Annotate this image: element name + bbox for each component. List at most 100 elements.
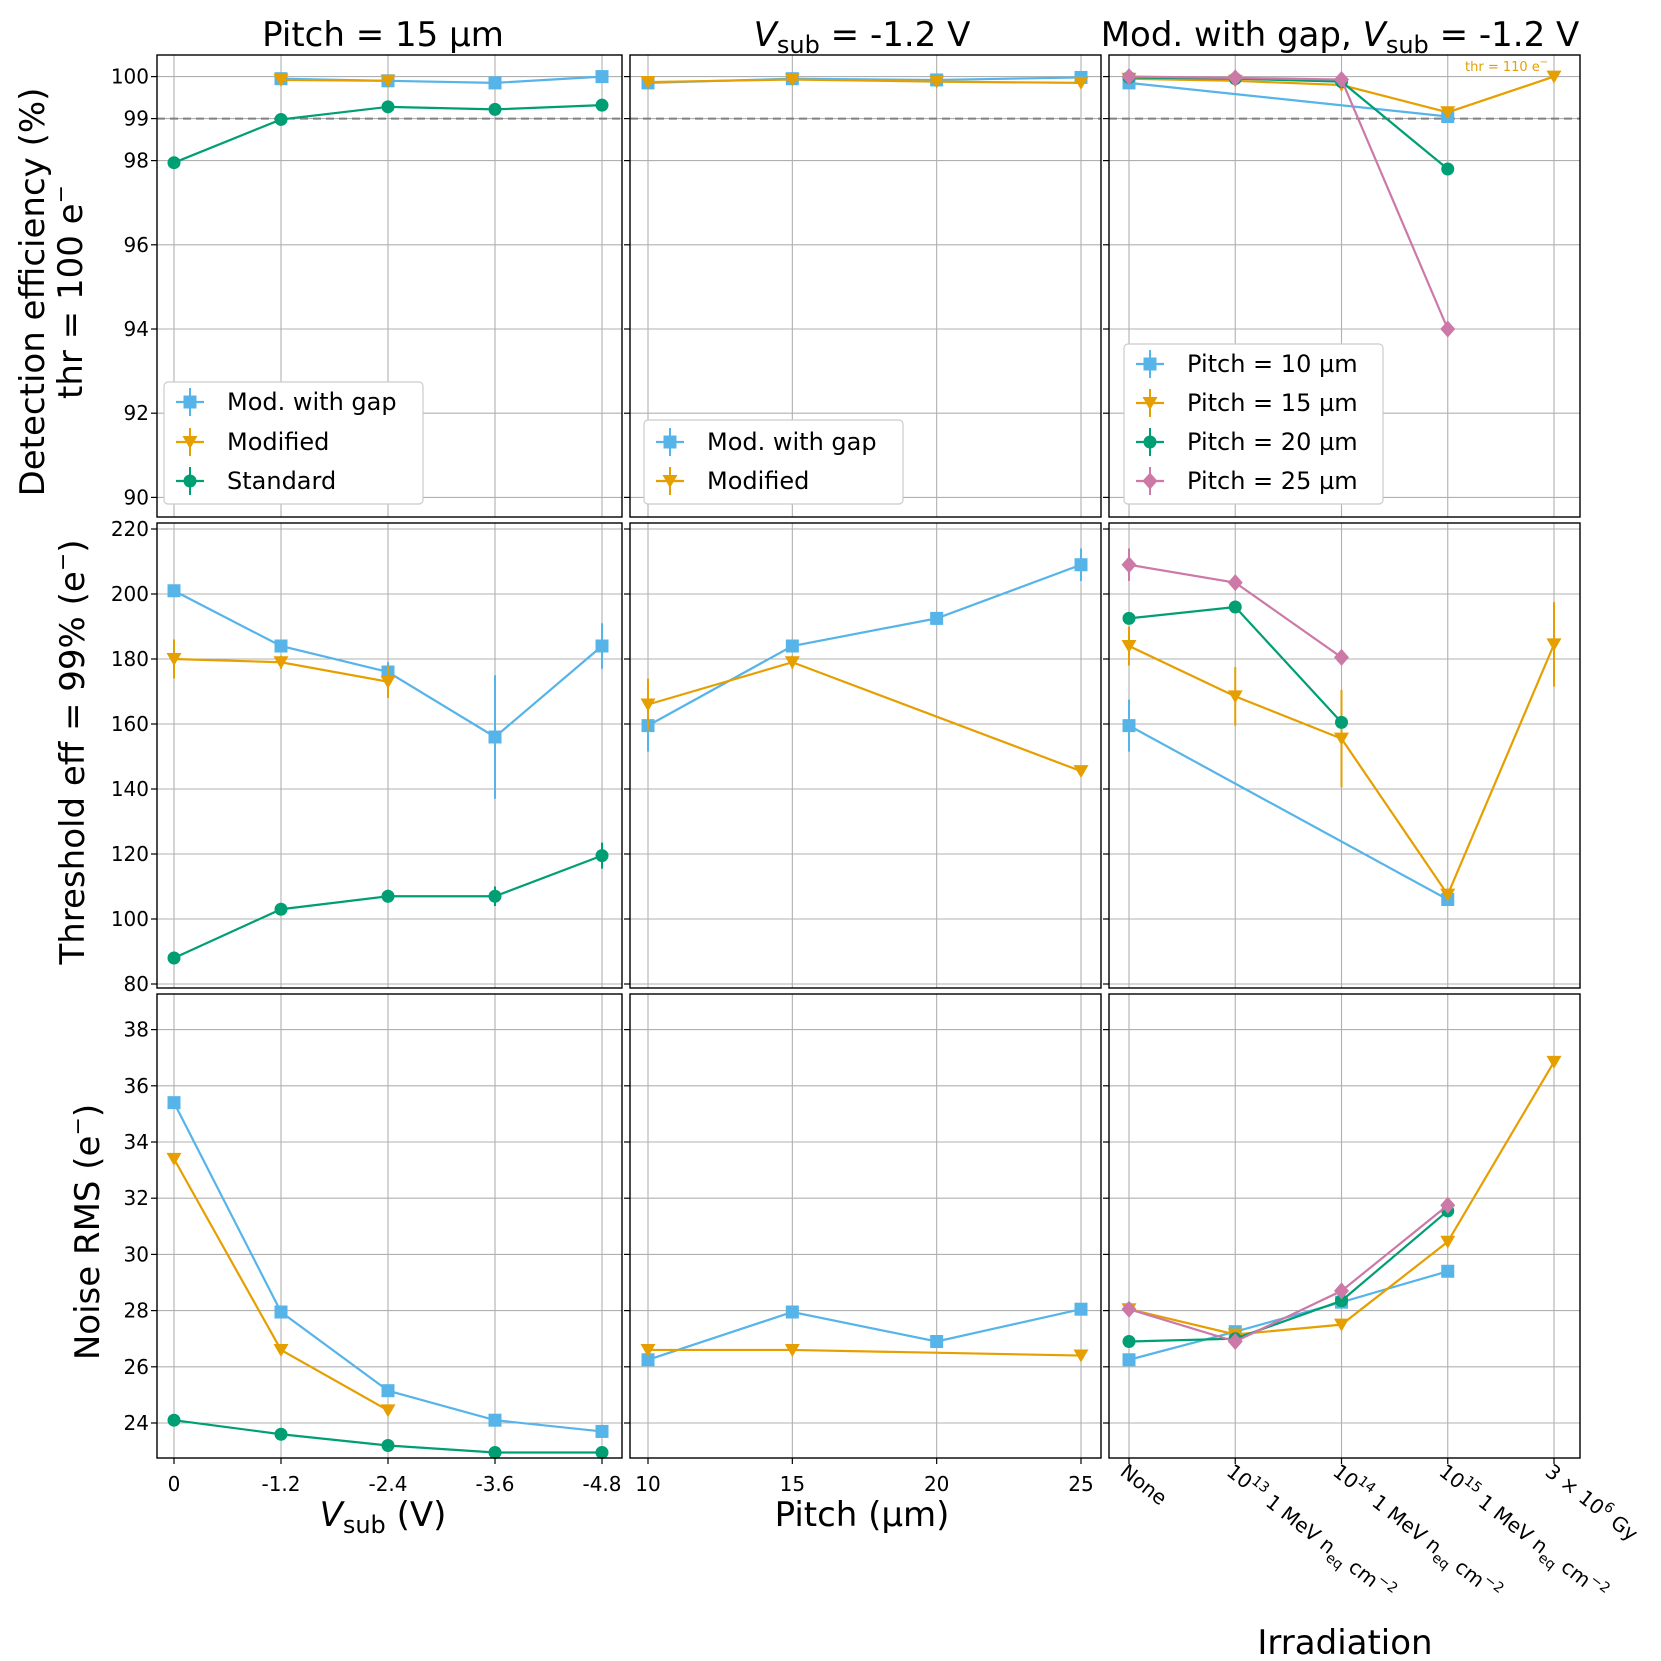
xlabel-col1-sub: sub [343,1511,386,1539]
point-r3c2-mod-with-gap [641,1353,655,1367]
column-title-2-rest: = -1.2 V [820,15,971,55]
point-r3c3-pitch-15-m [1546,1055,1562,1069]
xlabel-col3: Irradiation [1257,1623,1432,1661]
irr-unit: cm [1339,1550,1383,1592]
series-line-r1c1-modified [280,78,389,82]
legend-col2-swatch-mod-gap [656,428,684,456]
xtick-label-pitch: 15 [780,1472,805,1496]
row3-ylabel-text: Noise RMS (e [68,1136,108,1361]
panel-frame-r2c3 [1108,522,1581,989]
legend-col1-label-mod-gap: Mod. with gap [227,388,397,416]
panel-frame-r3c1 [156,993,623,1459]
legend-col2-label-modified: Modified [707,467,809,495]
point-r3c3-pitch-15-m [1440,1235,1456,1249]
ytick-label-row1: 99 [124,107,149,131]
point-r3c1-mod-with-gap [488,1413,502,1427]
point-r2c1-mod-with-gap [167,584,181,598]
irr-base: 10 [1435,1459,1470,1494]
series-line-r1c2-modified [647,78,1082,84]
xlabel-col2: Pitch (µm) [775,1495,950,1535]
point-r1c3-pitch-20-m [1441,162,1455,176]
xtick-label-vsub: -3.6 [475,1472,514,1496]
point-r3c1-mod-with-gap [381,1384,395,1398]
point-r1c3-pitch-15-m [1546,70,1562,84]
xlabel-col1-var: V [320,1495,346,1535]
irr-mid: 1 MeV n [1363,1486,1447,1559]
legend-marker [663,435,677,449]
ytick-label-row3: 24 [124,1411,149,1435]
column-title-2-sub: sub [777,31,820,59]
ytick-label-row1: 96 [124,233,149,257]
point-r3c1-standard [381,1438,395,1452]
ytick-label-row1: 100 [111,65,149,89]
column-title-3-pre: Mod. with gap, [1101,15,1363,55]
point-r3c1-modified [166,1152,182,1166]
grid-layer [157,55,1580,1458]
xtick-label-vsub: -1.2 [261,1472,300,1496]
legend-marker [182,436,198,449]
point-r1c1-standard [167,156,181,170]
point-r3c3-pitch-20-m [1122,1335,1136,1349]
point-r2c2-mod-with-gap [785,639,799,653]
row2-ylabel-end: ) [53,539,93,552]
point-r2c3-pitch-20-m [1228,600,1242,614]
point-r3c1-standard [488,1446,502,1460]
series-line-r3c3-pitch-20-m [1128,1210,1449,1343]
irr-mid: 1 MeV n [1469,1486,1553,1559]
point-r1c1-standard [274,112,288,126]
irr-base: 3 × 10 [1541,1459,1609,1520]
point-r3c3-pitch-25-m [1227,1333,1243,1351]
ytick-label-row3: 34 [124,1130,149,1154]
xlabel-col1-unit: (V) [386,1495,447,1535]
point-r2c2-modified [784,656,800,670]
point-r3c1-standard [595,1446,609,1460]
point-r1c1-mod-with-gap [488,76,502,90]
point-r2c3-pitch-15-m [1440,888,1456,902]
xtick-label-irradiation: 1015 1 MeV neq cm−2 [1432,1457,1613,1608]
panel-frame-r2c2 [629,522,1102,989]
ytick-label-row3: 28 [124,1299,149,1323]
legend-col1-box [163,381,424,505]
legend-col3-swatch-pitch15 [1136,389,1164,417]
point-r2c3-pitch-10-m [1122,719,1136,733]
row2-ylabel: Threshold eff = 99% (e−) [51,539,93,965]
series-line-r2c3-pitch-10-m [1128,724,1449,901]
xtick-label-pitch: 25 [1068,1472,1093,1496]
series-line-r1c3-pitch-10-m [1128,81,1448,118]
tick-labels: 9092949698991008010012014016018020022024… [111,65,1643,1608]
point-r2c3-pitch-20-m [1122,611,1136,625]
point-r2c3-pitch-25-m [1121,556,1137,574]
ytick-label-row2: 200 [111,582,149,606]
point-r3c1-standard [167,1413,181,1427]
point-r1c1-modified [380,74,396,88]
point-r2c1-modified [273,656,289,670]
legend-col2-label-mod-gap: Mod. with gap [707,428,877,456]
point-r3c2-modified [1073,1349,1089,1363]
legend-col1-swatch-mod-gap [176,388,204,416]
ytick-label-row2: 160 [111,712,149,736]
legend-marker [1143,357,1157,371]
irr-mid: 1 MeV n [1256,1486,1340,1559]
row2-ylabel-text: Threshold eff = 99% (e [53,571,93,965]
column-title-1: Pitch = 15 µm [262,15,504,55]
point-r2c2-mod-with-gap [1074,558,1088,572]
row1-ylabel-line2-text: thr = 100 e [51,203,91,399]
legend-col3-label-pitch20: Pitch = 20 µm [1187,428,1358,456]
legend-col3-swatch-pitch20 [1136,428,1164,456]
xtick-label-vsub: 0 [168,1472,181,1496]
point-r3c2-mod-with-gap [1074,1302,1088,1316]
legend-marker [1142,397,1158,410]
series-line-r3c2-mod-with-gap [647,1308,1082,1361]
legend-col3-swatch-pitch10 [1136,350,1164,378]
series-line-r1c3-pitch-20-m [1128,76,1449,170]
point-r2c1-standard [167,951,181,965]
ytick-label-row2: 120 [111,842,149,866]
series-line-r1c3-pitch-25-m [1128,75,1449,330]
panel-frame-r1c2 [629,54,1102,518]
legend-col3-label-pitch10: Pitch = 10 µm [1187,350,1358,378]
ytick-label-row1: 92 [124,401,149,425]
row1-ylabel-line2: thr = 100 e− [49,185,91,399]
point-r2c2-modified [640,698,656,712]
point-r3c3-pitch-25-m [1440,1196,1456,1214]
point-r1c1-standard [595,98,609,112]
